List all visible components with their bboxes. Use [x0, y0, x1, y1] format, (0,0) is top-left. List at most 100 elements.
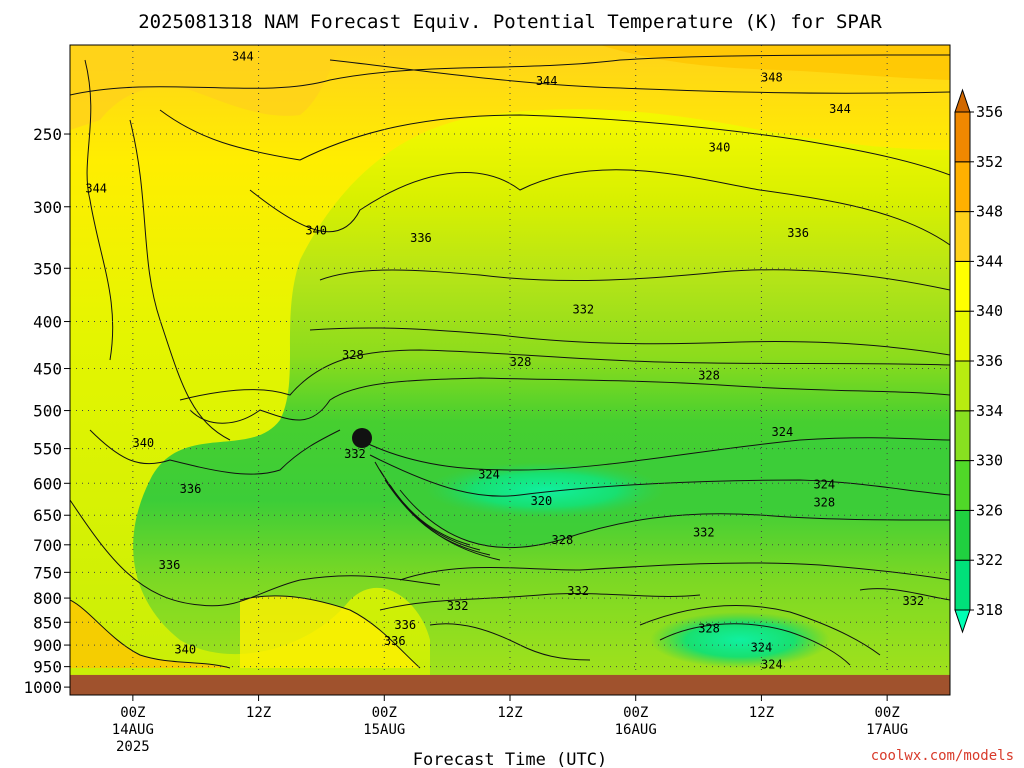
colorbar-swatch: [954, 410, 971, 462]
colorbar-label: 340: [976, 302, 1003, 320]
chart-title: 2025081318 NAM Forecast Equiv. Potential…: [138, 11, 882, 33]
isotherm-line: [159, 109, 950, 176]
x-tick-label: 16AUG: [615, 722, 657, 738]
contour-label: 344: [829, 102, 851, 116]
isotherm-line: [639, 605, 881, 656]
contour-label: 332: [344, 447, 366, 461]
isotherm-line: [389, 484, 501, 561]
field-orange-top-right: [600, 45, 950, 80]
isotherm-line: [249, 169, 950, 246]
colorbar-label: 336: [976, 352, 1003, 370]
y-tick-label: 600: [33, 474, 62, 493]
y-tick-label: 750: [33, 563, 62, 582]
contour-label: 336: [159, 558, 181, 572]
x-tick-label: 12Z: [497, 705, 522, 721]
field-core-320: [425, 462, 665, 518]
colorbar-arrow-high: [954, 88, 971, 113]
contour-label: 336: [384, 634, 406, 648]
contour-label: 332: [447, 599, 469, 613]
contour-label: 332: [572, 302, 594, 316]
contour-label: 340: [132, 436, 154, 450]
contour-label: 340: [709, 141, 731, 155]
x-tick-label: 00Z: [372, 705, 397, 721]
x-tick-label: 00Z: [874, 705, 899, 721]
colorbar-swatch: [954, 460, 971, 511]
credit-text[interactable]: coolwx.com/models: [871, 748, 1014, 764]
x-tick-label: 00Z: [623, 705, 648, 721]
contour-label: 324: [751, 640, 773, 654]
y-tick-label: 350: [33, 259, 62, 278]
y-tick-label: 500: [33, 402, 62, 421]
y-axis: 250 300 350 400 450 500 550 600 650 700 750 800 850 9…: [23, 125, 70, 697]
x-tick-label: 12Z: [749, 705, 774, 721]
colorbar-label: 330: [976, 452, 1003, 470]
y-tick-label: 450: [33, 360, 62, 379]
contour-label: 332: [902, 594, 924, 608]
x-tick-label: 00Z: [120, 705, 145, 721]
isotherm-line: [374, 461, 471, 546]
field-low-orange: [70, 600, 230, 668]
y-tick-label: 900: [33, 636, 62, 655]
contour-label: 344: [85, 181, 107, 195]
grid: [70, 45, 950, 695]
x-tick-label: 12Z: [246, 705, 271, 721]
colorbar-label: 352: [976, 153, 1003, 171]
x-tick-label: 15AUG: [363, 722, 405, 738]
isotherm-lines: [70, 54, 950, 669]
y-tick-label: 850: [33, 613, 62, 632]
isotherm-line: [239, 595, 421, 669]
colorbar-swatch: [954, 509, 971, 561]
field-core-324: [650, 612, 830, 668]
colorbar: 318 322 326 330 334 336 340 344 348 352 356: [954, 88, 1003, 634]
isotherm-line: [399, 489, 950, 549]
contour-label: 348: [761, 70, 783, 84]
contour-label: 328: [698, 622, 720, 636]
contour-label: 344: [232, 50, 254, 64]
contour-label: 324: [761, 658, 783, 672]
isotherm-line: [319, 269, 950, 291]
isotherm-line: [89, 429, 341, 475]
isotherm-line: [179, 349, 950, 401]
isotherm-line: [379, 593, 701, 611]
isotherm-line: [70, 499, 441, 607]
isotherm-line: [859, 588, 950, 601]
y-tick-label: 250: [33, 125, 62, 144]
colorbar-swatch: [954, 211, 971, 262]
y-tick-label: 700: [33, 536, 62, 555]
contour-label: 336: [787, 226, 809, 240]
contour-label: 328: [813, 496, 835, 510]
contour-label: 336: [180, 482, 202, 496]
contour-label: 324: [813, 478, 835, 492]
contour-label: 328: [552, 533, 574, 547]
y-tick-label: 300: [33, 198, 62, 217]
isotherm-line: [70, 599, 231, 669]
colorbar-label: 356: [976, 103, 1003, 121]
isotherm-line: [399, 562, 950, 581]
ground: [70, 674, 950, 695]
isotherm-line: [189, 377, 950, 424]
y-tick-label: 1000: [23, 678, 62, 697]
contour-label: 320: [531, 494, 553, 508]
x-tick-label: 2025: [116, 739, 150, 755]
contour-label: 324: [478, 468, 500, 482]
colorbar-swatch: [954, 559, 971, 611]
x-axis-title: Forecast Time (UTC): [413, 750, 607, 768]
colorbar-label: 348: [976, 203, 1003, 221]
contour-label: 328: [698, 368, 720, 382]
colorbar-swatch: [954, 161, 971, 213]
contour-label: 332: [567, 584, 589, 598]
contour-label: 328: [510, 355, 532, 369]
isotherm-line: [329, 59, 950, 94]
colorbar-label: 326: [976, 501, 1003, 519]
field-low-yellow: [240, 595, 420, 668]
colorbar-swatch: [954, 310, 971, 362]
isotherm-line: [309, 327, 950, 356]
isotherm-line: [659, 623, 851, 666]
contour-label: 340: [174, 643, 196, 657]
y-tick-label: 400: [33, 313, 62, 332]
colorbar-label: 322: [976, 551, 1003, 569]
isotherm-line: [70, 54, 950, 96]
colorbar-swatch: [954, 260, 971, 312]
